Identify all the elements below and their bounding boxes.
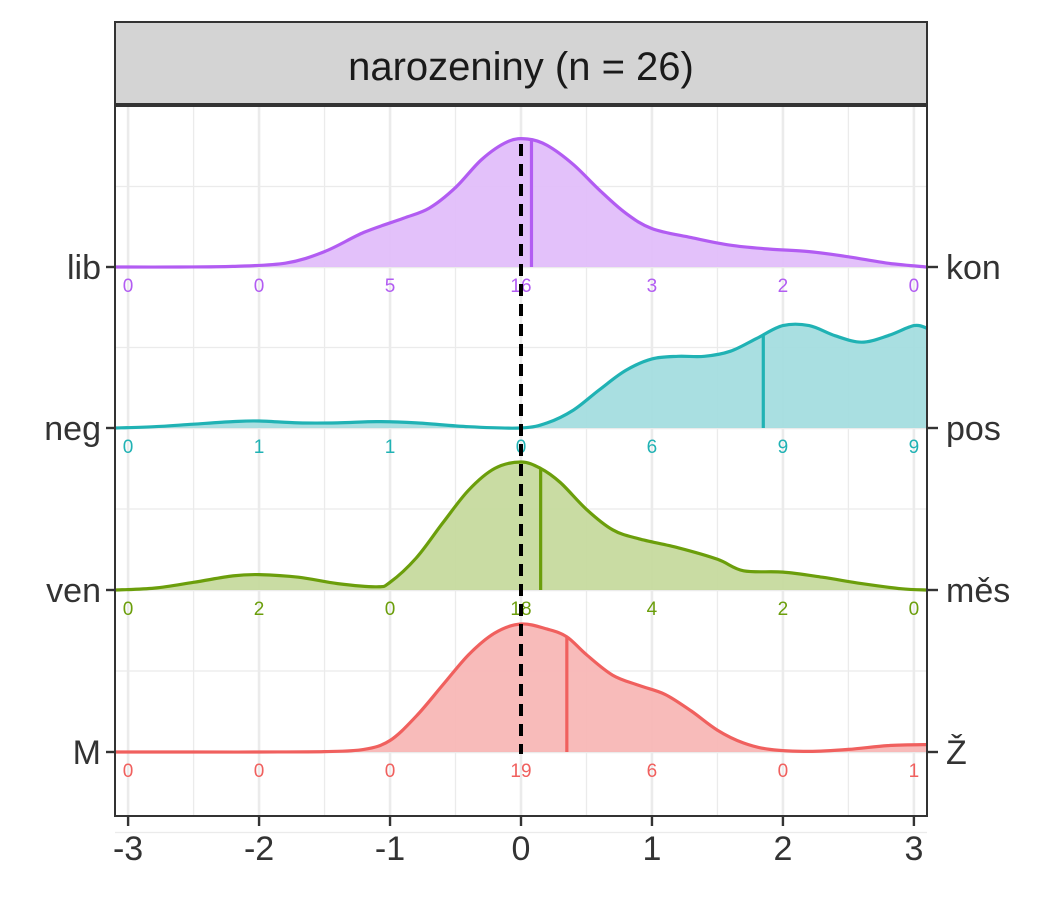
count-label: 0 — [778, 761, 789, 782]
count-label: 0 — [385, 599, 396, 620]
x-tick-label: 2 — [773, 830, 792, 868]
count-label: 0 — [909, 599, 920, 620]
density-area — [115, 324, 927, 429]
count-label: 3 — [647, 276, 658, 297]
y-label-right: pos — [946, 410, 1001, 448]
count-label: 0 — [123, 437, 134, 458]
count-label: 1 — [385, 437, 396, 458]
density-line — [114, 322, 928, 430]
y-label-left: M — [73, 734, 101, 772]
count-label: 6 — [647, 437, 658, 458]
x-tick-label: -2 — [244, 830, 274, 868]
y-label-left: neg — [44, 410, 101, 448]
count-label: 2 — [778, 599, 789, 620]
count-label: 0 — [909, 276, 920, 297]
count-label: 1 — [254, 437, 265, 458]
y-label-left: lib — [67, 249, 101, 287]
count-label: 6 — [647, 761, 658, 782]
count-label: 0 — [254, 761, 265, 782]
y-label-right: Ž — [946, 734, 967, 772]
count-label: 0 — [123, 276, 134, 297]
x-tick-label: 0 — [512, 830, 531, 868]
density-line — [115, 622, 928, 754]
count-label: 19 — [510, 761, 531, 782]
count-label: 5 — [385, 276, 396, 297]
x-axis: -3 -2 -1 0 1 2 3 — [113, 816, 923, 868]
count-label: 0 — [123, 761, 134, 782]
count-label: 0 — [385, 761, 396, 782]
density-area — [115, 138, 927, 268]
y-label-right: měs — [946, 572, 1010, 610]
count-label: 2 — [778, 276, 789, 297]
count-label: 9 — [778, 437, 789, 458]
y-label-right: kon — [946, 249, 1001, 287]
x-tick-label: 3 — [904, 830, 923, 868]
count-label: 0 — [254, 276, 265, 297]
count-label: 0 — [123, 599, 134, 620]
density-line — [114, 137, 928, 269]
x-tick-label: -3 — [113, 830, 143, 868]
count-label: 1 — [909, 761, 920, 782]
facet-title: narozeniny (n = 26) — [348, 45, 694, 89]
count-label: 2 — [254, 599, 265, 620]
facet-strip — [114, 21, 928, 105]
density-line — [114, 460, 928, 592]
x-tick-label: 1 — [643, 830, 662, 868]
x-tick-label: -1 — [375, 830, 405, 868]
count-label: 9 — [909, 437, 920, 458]
y-label-left: ven — [46, 572, 101, 610]
count-label: 4 — [647, 599, 658, 620]
